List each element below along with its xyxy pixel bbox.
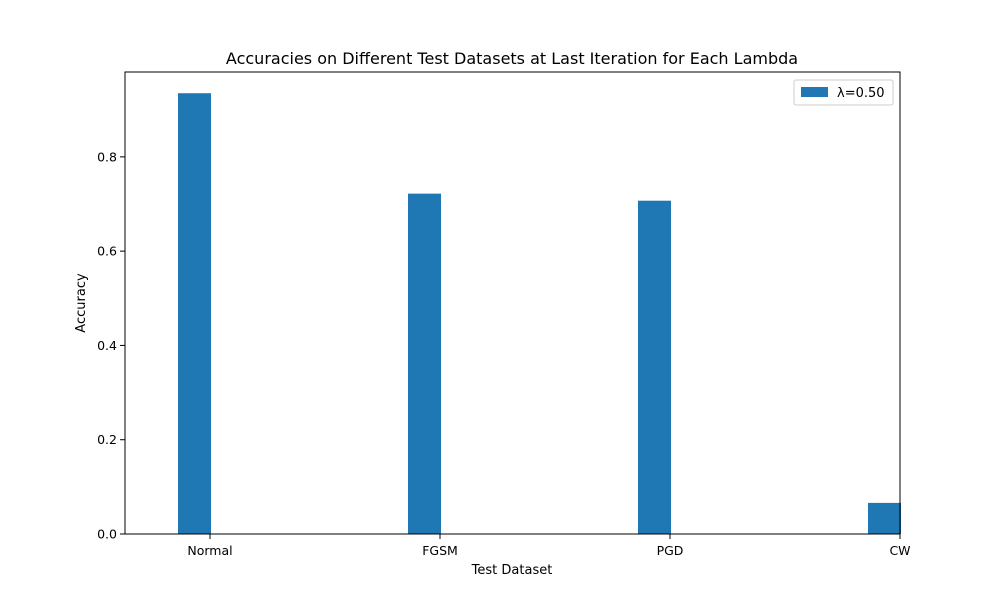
- plot-frame: [124, 71, 901, 535]
- x-tick-label-cw: CW: [889, 543, 910, 558]
- y-tick-label: 0.0: [97, 527, 117, 542]
- legend-box: [793, 79, 894, 106]
- y-tick-label: 0.6: [97, 244, 117, 259]
- y-axis: 0.0 0.2 0.4 0.6 0.8: [97, 149, 125, 542]
- x-tick-label-fgsm: FGSM: [422, 543, 458, 558]
- y-tick-label: 0.8: [97, 149, 117, 164]
- bar-pgd: [638, 200, 671, 534]
- legend-swatch: [801, 87, 828, 97]
- bar-normal: [178, 93, 211, 534]
- bar-cw: [868, 502, 901, 534]
- x-tick-label-normal: Normal: [187, 543, 232, 558]
- bars-group: [178, 93, 901, 534]
- legend-label: λ=0.50: [837, 86, 885, 101]
- x-axis-label: Test Dataset: [471, 563, 553, 578]
- legend: λ=0.50: [793, 79, 894, 106]
- y-axis-label: Accuracy: [74, 273, 89, 333]
- x-axis: Normal FGSM PGD CW: [187, 534, 911, 558]
- x-tick-label-pgd: PGD: [657, 543, 684, 558]
- y-tick-label: 0.4: [97, 338, 117, 353]
- bar-fgsm: [408, 193, 441, 534]
- chart-title: Accuracies on Different Test Datasets at…: [226, 49, 798, 68]
- y-tick-label: 0.2: [97, 432, 117, 447]
